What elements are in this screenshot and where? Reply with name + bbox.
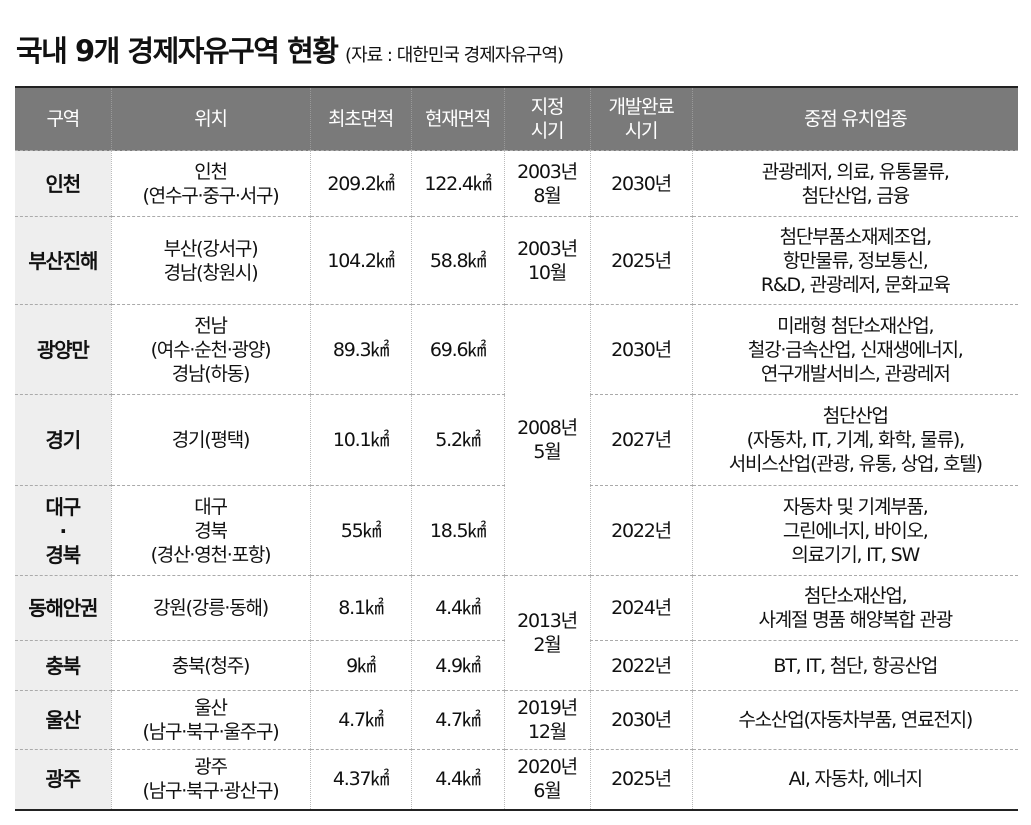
cell-location: 강원(강릉·동해) xyxy=(110,575,310,641)
cell-completion: 2030년 xyxy=(589,304,692,395)
cell-zone: 경기 xyxy=(15,394,111,486)
table-row: 인천 인천 (연수구·중구·서구) 209.2㎢ 122.4㎢ 2003년 8월 2030… xyxy=(15,150,1018,217)
cell-zone: 동해안권 xyxy=(15,575,111,641)
cell-completion: 2022년 xyxy=(589,640,692,691)
cell-industries: 자동차 및 기계부품, 그린에너지, 바이오, 의료기기, IT, SW xyxy=(691,485,1018,576)
cell-location: 대구 경북 (경산·영천·포항) xyxy=(110,485,310,576)
cell-completion: 2030년 xyxy=(589,690,692,750)
cell-current-area: 4.4㎢ xyxy=(410,575,504,641)
cell-zone: 광주 xyxy=(15,749,111,810)
cell-industries: BT, IT, 첨단, 항공산업 xyxy=(691,640,1018,691)
cell-industries: 미래형 첨단소재산업, 철강·금속산업, 신재생에너지, 연구개발서비스, 관광… xyxy=(691,304,1018,395)
cell-current-area: 122.4㎢ xyxy=(410,150,504,217)
column-header-completion: 개발완료 시기 xyxy=(589,87,692,151)
cell-industries: AI, 자동차, 에너지 xyxy=(691,749,1018,810)
table-row: 울산 울산 (남구·북구·울주구) 4.7㎢ 4.7㎢ 2019년 12월 2030년 수소… xyxy=(15,690,1018,750)
cell-completion: 2025년 xyxy=(589,749,692,810)
cell-current-area: 58.8㎢ xyxy=(410,216,504,305)
cell-current-area: 4.9㎢ xyxy=(410,640,504,691)
table-row: 대구 · 경북 대구 경북 (경산·영천·포항) 55㎢ 18.5㎢ 2022년 자동차 … xyxy=(15,485,1018,576)
cell-completion: 2025년 xyxy=(589,216,692,305)
cell-completion: 2024년 xyxy=(589,575,692,641)
cell-initial-area: 9㎢ xyxy=(309,640,411,691)
cell-zone: 대구 · 경북 xyxy=(15,485,111,576)
cell-current-area: 5.2㎢ xyxy=(410,394,504,486)
cell-industries: 수소산업(자동차부품, 연료전지) xyxy=(691,690,1018,750)
title-main: 국내 9개 경제자유구역 현황 xyxy=(16,34,339,68)
column-header-zone: 구역 xyxy=(15,87,111,151)
cell-initial-area: 209.2㎢ xyxy=(309,150,411,217)
cell-initial-area: 4.37㎢ xyxy=(309,749,411,810)
cell-location: 울산 (남구·북구·울주구) xyxy=(110,690,310,750)
cell-zone: 광양만 xyxy=(15,304,111,395)
table-row: 동해안권 강원(강릉·동해) 8.1㎢ 4.4㎢ 2013년 2월 2024년 첨단소재산업… xyxy=(15,575,1018,691)
cell-designated: 2013년 2월 xyxy=(503,575,590,691)
cell-industries: 첨단산업 (자동차, IT, 기계, 화학, 물류), 서비스산업(관광, 유통… xyxy=(691,394,1018,486)
cell-initial-area: 4.7㎢ xyxy=(309,690,411,750)
economic-zones-table: 구역 위치 최초면적 현재면적 지정 시기 개발완료 시기 중점 유치업종 인천 인천 (연수… xyxy=(15,86,1018,811)
cell-completion: 2030년 xyxy=(589,150,692,217)
cell-location: 경기(평택) xyxy=(110,394,310,486)
title-source: (자료 : 대한민국 경제자유구역) xyxy=(345,45,564,66)
cell-location: 전남 (여수·순천·광양) 경남(하동) xyxy=(110,304,310,395)
cell-location: 광주 (남구·북구·광산구) xyxy=(110,749,310,810)
cell-initial-area: 89.3㎢ xyxy=(309,304,411,395)
cell-industries: 관광레저, 의료, 유통물류, 첨단산업, 금융 xyxy=(691,150,1018,217)
table-row: 충북 충북(청주) 9㎢ 4.9㎢ 2022년 BT, IT, 첨단, 항공산업 xyxy=(15,640,1018,691)
cell-current-area: 69.6㎢ xyxy=(410,304,504,395)
cell-zone: 충북 xyxy=(15,640,111,691)
cell-completion: 2027년 xyxy=(589,394,692,486)
column-header-location: 위치 xyxy=(110,87,310,151)
cell-initial-area: 10.1㎢ xyxy=(309,394,411,486)
column-header-current-area: 현재면적 xyxy=(410,87,504,151)
cell-current-area: 4.4㎢ xyxy=(410,749,504,810)
cell-zone: 인천 xyxy=(15,150,111,217)
cell-current-area: 4.7㎢ xyxy=(410,690,504,750)
table-header-row: 구역 위치 최초면적 현재면적 지정 시기 개발완료 시기 중점 유치업종 xyxy=(15,87,1018,151)
table-row: 광양만 전남 (여수·순천·광양) 경남(하동) 89.3㎢ 69.6㎢ 2008년 5… xyxy=(15,304,1018,576)
cell-location: 부산(강서구) 경남(창원시) xyxy=(110,216,310,305)
cell-zone: 부산진해 xyxy=(15,216,111,305)
column-header-designated: 지정 시기 xyxy=(503,87,590,151)
cell-industries: 첨단소재산업, 사계절 명품 해양복합 관광 xyxy=(691,575,1018,641)
cell-designated: 2019년 12월 xyxy=(503,690,590,750)
cell-zone: 울산 xyxy=(15,690,111,750)
cell-designated: 2008년 5월 xyxy=(503,304,590,576)
cell-industries: 첨단부품소재제조업, 항만물류, 정보통신, R&D, 관광레저, 문화교육 xyxy=(691,216,1018,305)
cell-designated: 2003년 8월 xyxy=(503,150,590,217)
cell-location: 인천 (연수구·중구·서구) xyxy=(110,150,310,217)
table-row: 경기 경기(평택) 10.1㎢ 5.2㎢ 2027년 첨단산업 (자동차, IT, 기계,… xyxy=(15,394,1018,486)
cell-current-area: 18.5㎢ xyxy=(410,485,504,576)
page-title: 국내 9개 경제자유구역 현황 (자료 : 대한민국 경제자유구역) xyxy=(16,28,564,70)
cell-initial-area: 104.2㎢ xyxy=(309,216,411,305)
cell-initial-area: 55㎢ xyxy=(309,485,411,576)
cell-location: 충북(청주) xyxy=(110,640,310,691)
column-header-industries: 중점 유치업종 xyxy=(691,87,1018,151)
table-row: 광주 광주 (남구·북구·광산구) 4.37㎢ 4.4㎢ 2020년 6월 2025년 AI… xyxy=(15,749,1018,810)
cell-designated: 2020년 6월 xyxy=(503,749,590,810)
cell-initial-area: 8.1㎢ xyxy=(309,575,411,641)
table-row: 부산진해 부산(강서구) 경남(창원시) 104.2㎢ 58.8㎢ 2003년 10월 2… xyxy=(15,216,1018,305)
cell-completion: 2022년 xyxy=(589,485,692,576)
column-header-initial-area: 최초면적 xyxy=(309,87,411,151)
cell-designated: 2003년 10월 xyxy=(503,216,590,305)
